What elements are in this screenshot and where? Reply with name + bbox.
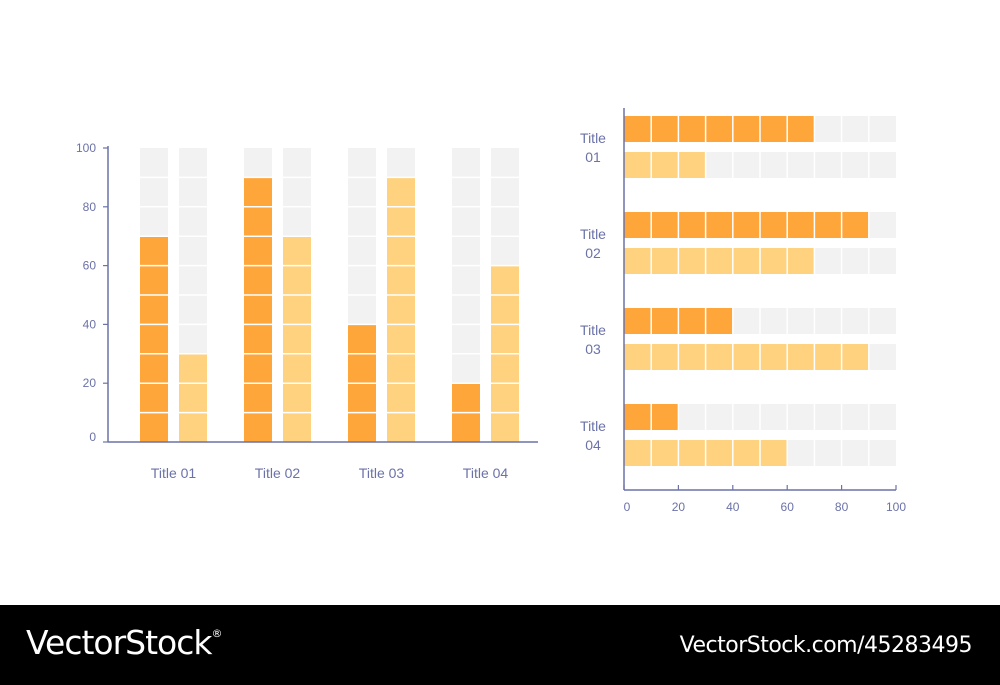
hbar-primary [624, 212, 869, 238]
hbar-primary [624, 116, 815, 142]
brand-logo: VectorStock® [26, 623, 223, 662]
hbar-secondary [624, 152, 706, 178]
y-tick-label: 100 [76, 141, 96, 155]
hbar-secondary [624, 344, 869, 370]
y-tick-label-line: Title [580, 130, 606, 146]
y-tick-label: 20 [83, 376, 97, 390]
y-tick-label: Title 02 [580, 226, 606, 261]
y-tick-label: 40 [83, 317, 97, 331]
y-tick-label-line: Title [580, 226, 606, 242]
y-tick-label: Title 03 [580, 322, 606, 357]
x-tick-label: 40 [726, 500, 740, 514]
brand-name: VectorStock [26, 623, 212, 662]
y-tick-label: Title 04 [580, 418, 606, 453]
y-tick-label-line: Title [580, 418, 606, 434]
image-url: VectorStock.com/45283495 [679, 633, 973, 658]
brand-registered-mark: ® [211, 627, 223, 640]
x-tick-label: Title 02 [255, 465, 301, 481]
y-tick-label: 80 [83, 200, 97, 214]
x-tick-label: Title 04 [463, 465, 509, 481]
y-tick-label-line: 01 [585, 149, 601, 165]
x-tick-label: Title 03 [359, 465, 405, 481]
y-tick-label: 60 [83, 259, 97, 273]
vbar-secondary [283, 236, 311, 442]
vbar-secondary [179, 353, 207, 442]
footer-bar: VectorStock® VectorStock.com/45283495 [0, 605, 1000, 685]
y-tick-label-line: 02 [585, 245, 601, 261]
x-tick-label: 60 [781, 500, 795, 514]
x-tick-label: Title 01 [151, 465, 197, 481]
hbar-secondary [624, 248, 815, 274]
vbar-primary [140, 236, 168, 442]
y-tick-label-line: Title [580, 322, 606, 338]
x-tick-label: 20 [672, 500, 686, 514]
vbar-secondary [387, 177, 415, 442]
x-tick-label: 0 [624, 500, 631, 514]
y-tick-label-line: 04 [585, 437, 601, 453]
x-tick-label: 80 [835, 500, 849, 514]
y-tick-label: 0 [89, 430, 96, 444]
y-tick-label-line: 03 [585, 341, 601, 357]
charts-canvas: Title 01 Title 02 Title 03 Title 0402040608… [76, 108, 906, 514]
vbar-primary [244, 177, 272, 442]
vertical-bar-chart: Title 01 Title 02 Title 03 Title 04 0 20 40 60 8… [76, 141, 538, 481]
x-tick-label: 100 [886, 500, 906, 514]
horizontal-bar-chart: Title 01 Title 02 Title 03 Title 04 0 20 40 60 80 100 [580, 108, 906, 514]
y-tick-label: Title 01 [580, 130, 606, 165]
